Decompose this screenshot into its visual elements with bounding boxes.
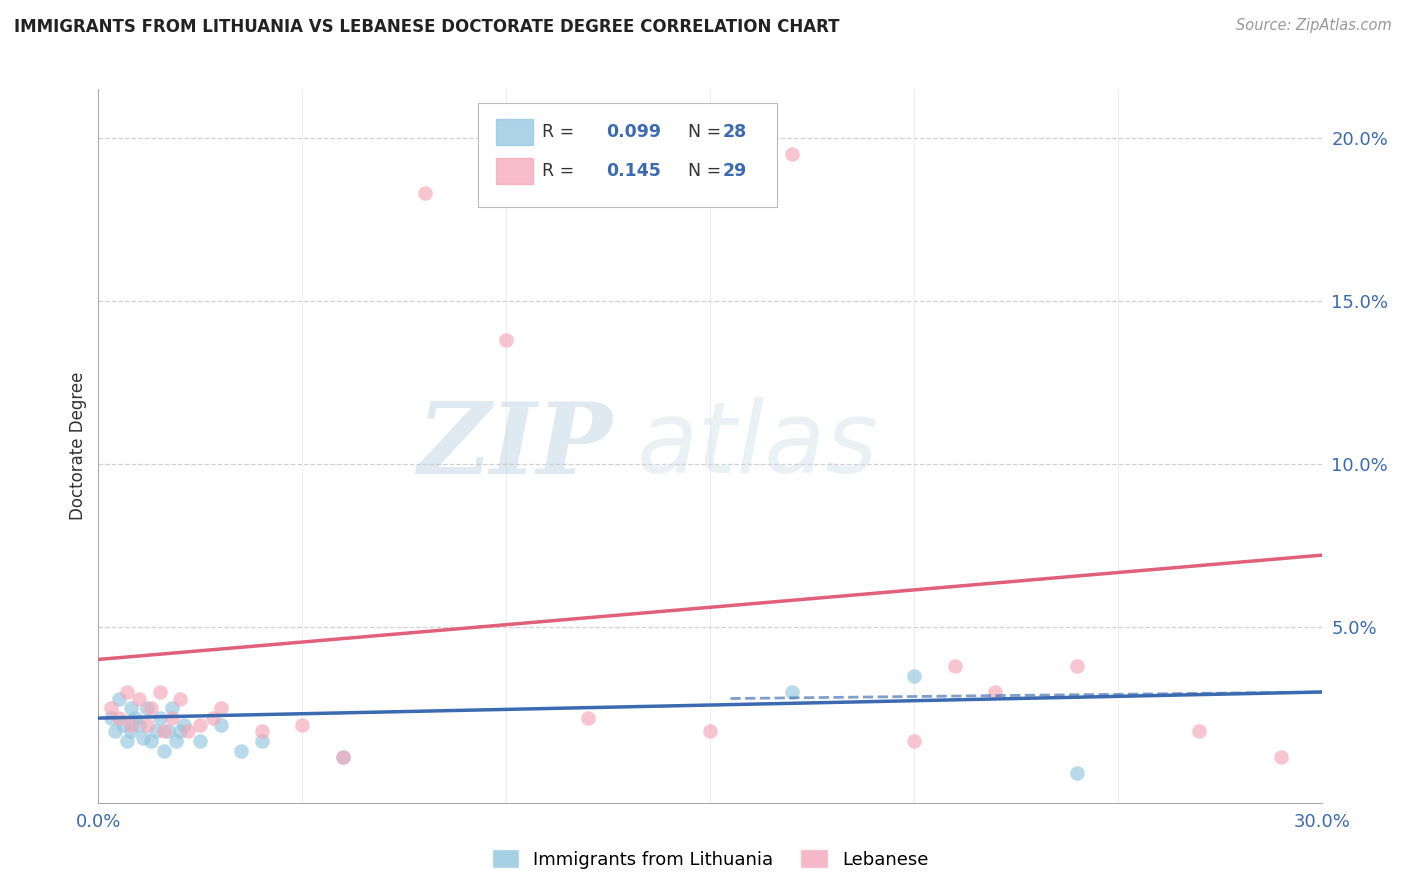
Point xyxy=(780,685,803,699)
Point xyxy=(115,734,138,748)
Point xyxy=(115,685,138,699)
Point xyxy=(141,701,163,715)
Bar xyxy=(496,159,533,184)
Y-axis label: Doctorate Degree: Doctorate Degree xyxy=(69,372,87,520)
Point xyxy=(149,711,172,725)
Point xyxy=(120,701,142,715)
Text: IMMIGRANTS FROM LITHUANIA VS LEBANESE DOCTORATE DEGREE CORRELATION CHART: IMMIGRANTS FROM LITHUANIA VS LEBANESE DO… xyxy=(14,18,839,36)
Text: R =: R = xyxy=(543,123,581,141)
Text: 0.145: 0.145 xyxy=(606,162,661,180)
Point xyxy=(1066,659,1088,673)
Text: 28: 28 xyxy=(723,123,747,141)
Legend: Immigrants from Lithuania, Lebanese: Immigrants from Lithuania, Lebanese xyxy=(485,842,935,876)
Text: 0.099: 0.099 xyxy=(606,123,661,141)
Point xyxy=(209,701,232,715)
Point xyxy=(576,711,599,725)
Point xyxy=(169,724,191,739)
Text: N =: N = xyxy=(678,162,727,180)
Point xyxy=(160,711,183,725)
Point xyxy=(100,711,122,725)
Point xyxy=(231,744,253,758)
Point xyxy=(332,750,354,764)
Point xyxy=(149,685,172,699)
Point xyxy=(136,717,159,731)
Text: R =: R = xyxy=(543,162,581,180)
Point xyxy=(156,724,179,739)
FancyBboxPatch shape xyxy=(478,103,778,207)
Point xyxy=(495,333,517,347)
Point xyxy=(104,724,127,739)
Point xyxy=(177,724,200,739)
Point xyxy=(188,734,212,748)
Point xyxy=(903,734,925,748)
Point xyxy=(128,717,150,731)
Text: Source: ZipAtlas.com: Source: ZipAtlas.com xyxy=(1236,18,1392,33)
Point xyxy=(188,717,212,731)
Point xyxy=(132,731,155,745)
Point xyxy=(250,724,273,739)
Bar xyxy=(496,120,533,145)
Point xyxy=(201,711,224,725)
Point xyxy=(1270,750,1292,764)
Point xyxy=(111,717,134,731)
Point xyxy=(1066,766,1088,780)
Point xyxy=(120,717,142,731)
Point xyxy=(943,659,966,673)
Point xyxy=(984,685,1007,699)
Point xyxy=(291,717,314,731)
Text: N =: N = xyxy=(678,123,727,141)
Point xyxy=(108,691,131,706)
Point xyxy=(128,691,150,706)
Point xyxy=(145,724,167,739)
Point xyxy=(152,724,174,739)
Point xyxy=(250,734,273,748)
Point xyxy=(160,701,183,715)
Text: atlas: atlas xyxy=(637,398,879,494)
Point xyxy=(120,724,142,739)
Point xyxy=(108,711,131,725)
Point xyxy=(173,717,195,731)
Point xyxy=(165,734,187,748)
Point xyxy=(100,701,122,715)
Point xyxy=(169,691,191,706)
Point xyxy=(780,147,803,161)
Point xyxy=(209,717,232,731)
Text: 29: 29 xyxy=(723,162,747,180)
Point xyxy=(413,186,436,201)
Text: ZIP: ZIP xyxy=(418,398,612,494)
Point xyxy=(699,724,721,739)
Point xyxy=(903,669,925,683)
Point xyxy=(124,711,146,725)
Point xyxy=(136,701,159,715)
Point xyxy=(1188,724,1211,739)
Point xyxy=(152,744,174,758)
Point xyxy=(332,750,354,764)
Point xyxy=(141,734,163,748)
